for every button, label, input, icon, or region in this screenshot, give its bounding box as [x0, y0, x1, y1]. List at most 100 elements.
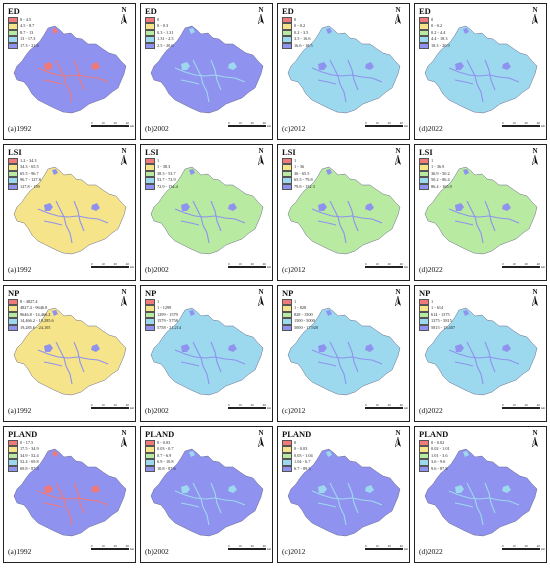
legend-label: 52.4 - 69.8 [20, 459, 39, 465]
legend-item: 828 - 1500 [282, 311, 318, 319]
legend-swatch [145, 170, 155, 178]
scale-ticks: 0 10 20 40 [91, 544, 129, 548]
legend-item: 86.4 - 165.9 [419, 183, 452, 191]
scale-ticks: 0 10 20 40 [228, 262, 266, 266]
north-arrow-icon [395, 437, 401, 447]
legend-label: 0 - 0.03 [157, 439, 171, 445]
legend-swatch [419, 183, 429, 191]
panel-year-label: (b)2002 [145, 265, 169, 274]
legend-item: 38.3 - 53.7 [145, 170, 178, 178]
region-shape [150, 166, 264, 255]
legend-item: 36 - 65.5 [282, 170, 315, 178]
river-network [174, 200, 246, 244]
legend-item: 1579 - 5758 [145, 318, 181, 325]
scale-bar: 0 10 20 40 km [91, 262, 134, 272]
legend-swatch [145, 459, 155, 466]
legend-item: 17.5 - 34.9 [8, 446, 39, 453]
scale-tick: 0 [91, 544, 93, 548]
north-arrow-icon [258, 437, 264, 447]
legend-swatch [419, 324, 429, 332]
metric-title: PLAND [145, 429, 175, 439]
scale-bar: 0 10 20 40 km [502, 262, 545, 272]
panel-year-label: (c)2012 [282, 406, 306, 415]
northern-patch [326, 451, 332, 457]
legend-item: 13 - 17.3 [8, 36, 39, 43]
northern-patch [189, 310, 195, 316]
legend-item: 0.7 - 6.9 [145, 452, 176, 460]
river-network [311, 200, 383, 244]
legend-label: 0.02 - 1.01 [431, 446, 450, 452]
river-network [174, 482, 246, 526]
legend-label: 0 - 17.5 [20, 439, 34, 445]
legend-label: 1 - 614 [431, 305, 444, 311]
legend-label: 65.5 - 96.7 [20, 170, 39, 176]
study-area-map [8, 302, 132, 400]
legend-item: 52.4 - 69.8 [8, 459, 39, 466]
legend-label: 0 - 0.3 [157, 23, 169, 29]
scale-bar: 0 10 20 40 km [502, 121, 545, 131]
study-area-map [8, 20, 132, 118]
north-letter: N [532, 147, 538, 155]
legend-item: 19,285.6 - 24,105 [8, 324, 54, 332]
legend-label: 0.7 - 6.9 [157, 452, 172, 458]
legend-swatch [419, 29, 429, 37]
panel-year-label: (b)2002 [145, 547, 169, 556]
river-network [37, 200, 109, 244]
legend-label: 16.6 - 18.5 [294, 42, 313, 48]
scale-tick: 0 [228, 262, 230, 266]
northern-patch [463, 169, 469, 175]
scale-ticks: 0 10 20 40 [502, 121, 540, 125]
legend-swatch [8, 324, 18, 332]
legend-item: 1375 - 5815 [419, 318, 455, 325]
north-letter: N [121, 429, 127, 437]
legend-item: 4827.4 - 9646.8 [8, 305, 54, 312]
study-area-map [282, 20, 406, 118]
legend-item: 0.02 - 1.01 [419, 446, 450, 453]
metric-title: LSI [419, 147, 433, 157]
scale-unit: km [541, 124, 545, 128]
legend-item: 5815 - 15,407 [419, 324, 455, 332]
legend-label: 96.7 - 127.8 [20, 177, 41, 183]
legend-swatch [419, 170, 429, 178]
river-network [37, 59, 109, 103]
lake-area [181, 203, 237, 211]
legend-label: 828 - 1500 [294, 311, 313, 317]
legend-item: 2.5 - 20.6 [145, 42, 173, 50]
scale-tick: 20 [387, 544, 391, 548]
legend-label: 5815 - 15,407 [431, 324, 455, 330]
north-arrow-icon [258, 14, 264, 24]
river-network [37, 482, 109, 526]
study-area-map [145, 443, 269, 541]
scale-bar-graphic [365, 407, 403, 409]
panel-year-label: (a)1992 [8, 547, 32, 556]
legend-item: 0 [282, 439, 313, 447]
legend-label: 17.3 - 21.6 [20, 42, 39, 48]
legend-label: 1 [431, 298, 434, 304]
legend-label: 1 [157, 298, 160, 304]
lake-area [455, 62, 511, 70]
scale-bar: 0 10 20 40 km [365, 403, 408, 413]
region-map-svg [424, 25, 538, 114]
legend: 0 - 4.5 4.5 - 8.7 8.7 - 13 13 - 17.3 17.3 - … [8, 16, 39, 50]
metric-title: NP [8, 288, 20, 298]
scale-bar: 0 10 20 40 km [91, 403, 134, 413]
legend-item: 1.31 - 2.5 [145, 36, 173, 43]
metric-title: NP [145, 288, 157, 298]
scale-bar: 0 10 20 40 km [502, 403, 545, 413]
metric-title: ED [145, 6, 157, 16]
scale-tick: 0 [228, 121, 230, 125]
scale-bar-graphic [365, 125, 403, 127]
legend-swatch [145, 16, 155, 24]
legend-swatch [282, 324, 292, 332]
legend-label: 1 [294, 157, 297, 163]
scale-ticks: 0 10 20 40 [228, 121, 266, 125]
map-grid: ED 0 - 4.5 4.5 - 8.7 8.7 - 13 13 - 17.3 17.3… [3, 3, 549, 567]
scale-tick: 20 [113, 544, 117, 548]
legend-swatch [145, 452, 155, 460]
legend-label: 38.3 - 53.7 [157, 170, 176, 176]
legend-label: 1 - 828 [294, 305, 307, 311]
study-area-map [145, 20, 269, 118]
